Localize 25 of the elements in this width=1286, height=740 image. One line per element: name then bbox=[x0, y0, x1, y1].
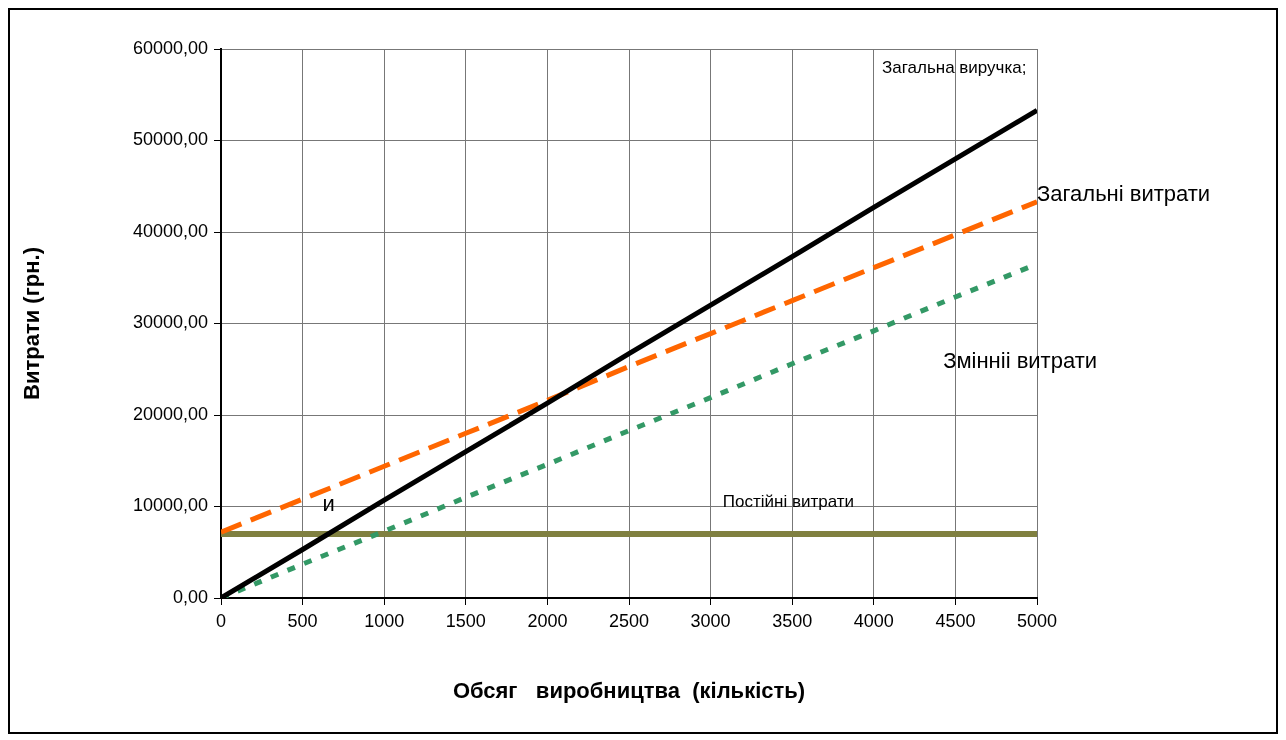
y-tick-label: 60000,00 bbox=[132, 37, 208, 58]
y-tick-label: 40000,00 bbox=[132, 220, 208, 241]
x-tick-label: 2500 bbox=[608, 610, 650, 631]
x-tick-label: 3000 bbox=[690, 610, 731, 631]
series-label: Загальні витрати bbox=[1037, 180, 1211, 206]
series-label: Постійні витрати bbox=[722, 491, 855, 511]
x-axis-title: Обсяг виробництва (кількість) bbox=[452, 677, 806, 703]
y-axis-title: Витрати (грн.) bbox=[19, 247, 45, 400]
x-tick-label: 0 bbox=[215, 610, 227, 631]
y-tick-label: 0,00 bbox=[172, 586, 208, 607]
annotation: и bbox=[322, 490, 335, 516]
y-tick-label: 10000,00 bbox=[132, 495, 208, 516]
x-tick-label: 3500 bbox=[772, 610, 813, 631]
x-tick-label: 1000 bbox=[364, 610, 405, 631]
series-label: Змінніі витрати bbox=[943, 348, 1098, 374]
x-tick-label: 500 bbox=[287, 610, 318, 631]
y-tick-label: 50000,00 bbox=[132, 129, 208, 150]
x-tick-label: 2000 bbox=[527, 610, 568, 631]
text: Загальна виручка; bbox=[881, 58, 1027, 78]
y-tick-label: 20000,00 bbox=[132, 403, 208, 424]
x-tick-label: 4000 bbox=[853, 610, 894, 631]
x-tick-label: 4500 bbox=[935, 610, 976, 631]
x-tick-label: 5000 bbox=[1016, 610, 1058, 631]
y-tick-label: 30000,00 bbox=[132, 312, 208, 333]
x-tick-label: 1500 bbox=[445, 610, 486, 631]
